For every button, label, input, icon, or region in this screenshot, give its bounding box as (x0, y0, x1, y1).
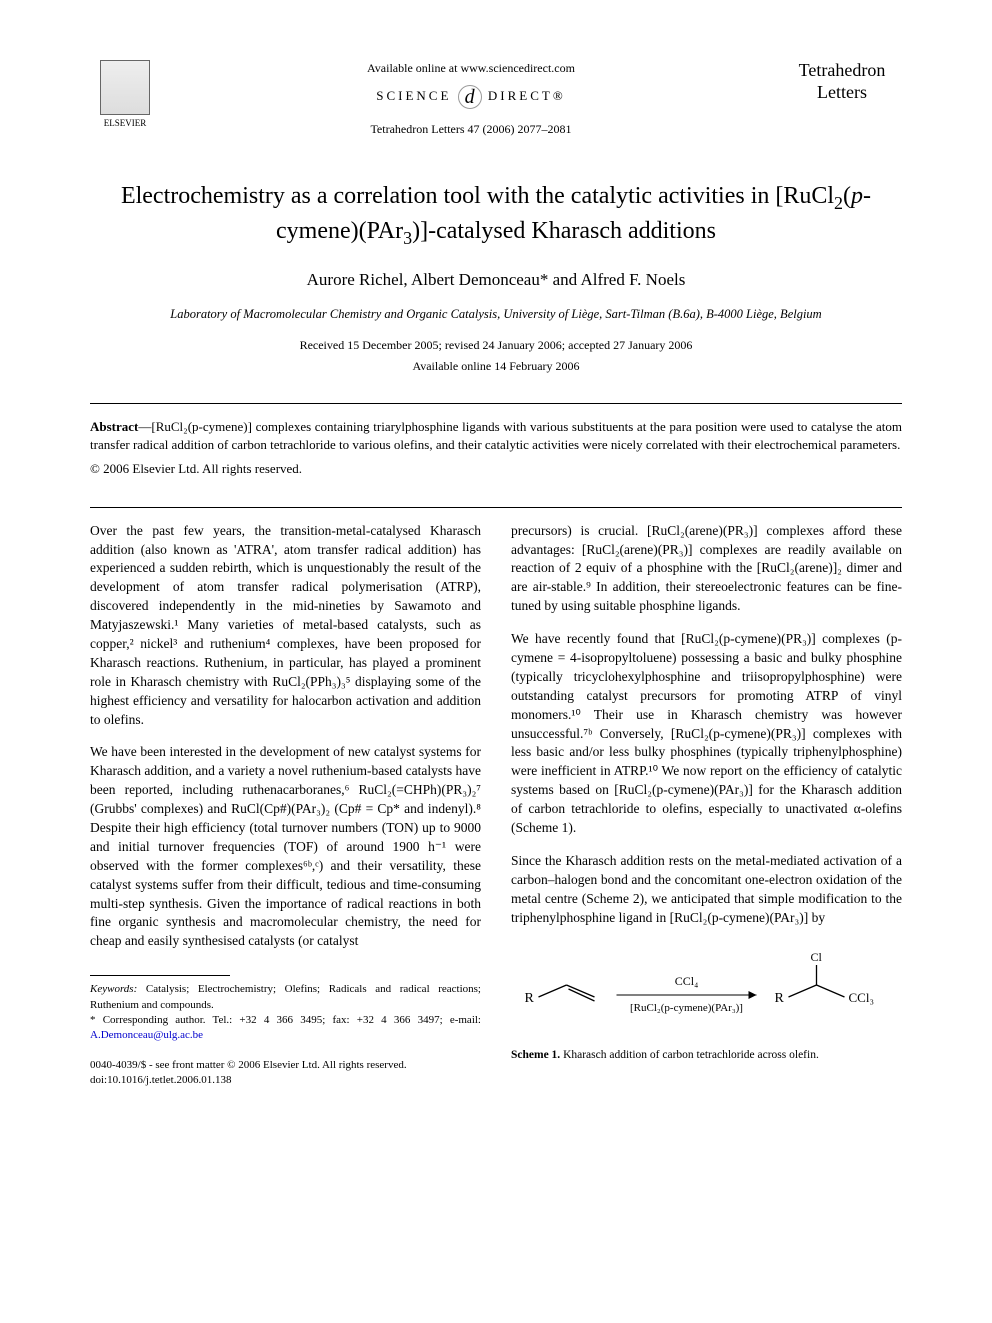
abstract: Abstract—[RuCl₂(p-cymene)] complexes con… (90, 418, 902, 454)
footnote-separator (90, 975, 230, 976)
scheme-prod-CCl3: CCl₃ (849, 990, 875, 1005)
journal-name-line1: Tetrahedron (782, 60, 902, 82)
journal-reference: Tetrahedron Letters 47 (2006) 2077–2081 (160, 121, 782, 138)
affiliation: Laboratory of Macromolecular Chemistry a… (90, 306, 902, 324)
right-p2: We have recently found that [RuCl₂(p-cym… (511, 630, 902, 838)
right-p3: Since the Kharasch addition rests on the… (511, 852, 902, 928)
title-mid1: ( (843, 183, 851, 209)
article-title: Electrochemistry as a correlation tool w… (110, 180, 882, 250)
scheme-1: R CCl₄ [RuCl₂(p-cymene)(PAr₃)] R Cl CCl₃ (511, 947, 902, 1063)
scheme-prod-Cl: Cl (811, 950, 823, 964)
right-column: precursors) is crucial. [RuCl₂(arene)(PR… (511, 522, 902, 1089)
title-sub2: 3 (403, 228, 412, 248)
keywords-label: Keywords: (90, 983, 137, 995)
online-date: Available online 14 February 2006 (90, 358, 902, 375)
separator-top (90, 403, 902, 404)
keywords-footnote: Keywords: Catalysis; Electrochemistry; O… (90, 982, 481, 1013)
left-p2: We have been interested in the developme… (90, 743, 481, 951)
corr-email-link[interactable]: A.Demonceau@ulg.ac.be (90, 1029, 203, 1041)
scheme-catalyst: [RuCl₂(p-cymene)(PAr₃)] (630, 1002, 743, 1014)
available-online-text: Available online at www.sciencedirect.co… (160, 60, 782, 77)
doi-line1: 0040-4039/$ - see front matter © 2006 El… (90, 1058, 481, 1073)
right-p1: precursors) is crucial. [RuCl₂(arene)(PR… (511, 522, 902, 616)
abstract-label: Abstract (90, 419, 138, 434)
sd-right: DIRECT® (488, 88, 566, 103)
corr-label: * Corresponding author. (90, 1014, 213, 1026)
separator-bottom (90, 507, 902, 508)
sd-left: SCIENCE (376, 88, 451, 103)
science-direct-logo: SCIENCE d DIRECT® (160, 85, 782, 109)
corresponding-footnote: * Corresponding author. Tel.: +32 4 366 … (90, 1013, 481, 1044)
authors: Aurore Richel, Albert Demonceau* and Alf… (90, 268, 902, 292)
doi-line2: doi:10.1016/j.tetlet.2006.01.138 (90, 1073, 481, 1088)
article-dates: Received 15 December 2005; revised 24 Ja… (90, 337, 902, 354)
journal-name-block: Tetrahedron Letters (782, 60, 902, 103)
scheme-1-label: Scheme 1. (511, 1049, 560, 1061)
scheme-1-caption: Scheme 1. Kharasch addition of carbon te… (511, 1047, 902, 1063)
scheme-1-caption-text: Kharasch addition of carbon tetrachlorid… (560, 1049, 819, 1061)
header-center: Available online at www.sciencedirect.co… (160, 60, 782, 138)
title-sub1: 2 (834, 193, 843, 213)
elsevier-label: ELSEVIER (104, 117, 147, 130)
header-row: ELSEVIER Available online at www.science… (90, 60, 902, 140)
journal-name-line2: Letters (782, 82, 902, 104)
left-p1: Over the past few years, the transition-… (90, 522, 481, 730)
title-ital1: p (851, 183, 863, 209)
doi-block: 0040-4039/$ - see front matter © 2006 El… (90, 1058, 481, 1089)
corr-text: Tel.: +32 4 366 3495; fax: +32 4 366 349… (213, 1014, 481, 1026)
title-post: )]-catalysed Kharasch additions (412, 218, 716, 244)
body-columns: Over the past few years, the transition-… (90, 522, 902, 1089)
abstract-body: —[RuCl₂(p-cymene)] complexes containing … (90, 419, 902, 452)
scheme-reagent: CCl₄ (675, 974, 699, 988)
keywords-text: Catalysis; Electrochemistry; Olefins; Ra… (90, 983, 481, 1010)
scheme-left-R: R (525, 991, 535, 1006)
sd-d-icon: d (458, 85, 482, 109)
right-p2-text: We have recently found that [RuCl₂(p-cym… (511, 631, 902, 835)
scheme-prod-R: R (775, 991, 785, 1006)
copyright: © 2006 Elsevier Ltd. All rights reserved… (90, 460, 902, 478)
scheme-1-svg: R CCl₄ [RuCl₂(p-cymene)(PAr₃)] R Cl CCl₃ (511, 947, 902, 1037)
elsevier-tree-icon (100, 60, 150, 115)
left-column: Over the past few years, the transition-… (90, 522, 481, 1089)
page-container: ELSEVIER Available online at www.science… (0, 0, 992, 1129)
elsevier-logo: ELSEVIER (90, 60, 160, 140)
title-pre: Electrochemistry as a correlation tool w… (121, 183, 834, 209)
